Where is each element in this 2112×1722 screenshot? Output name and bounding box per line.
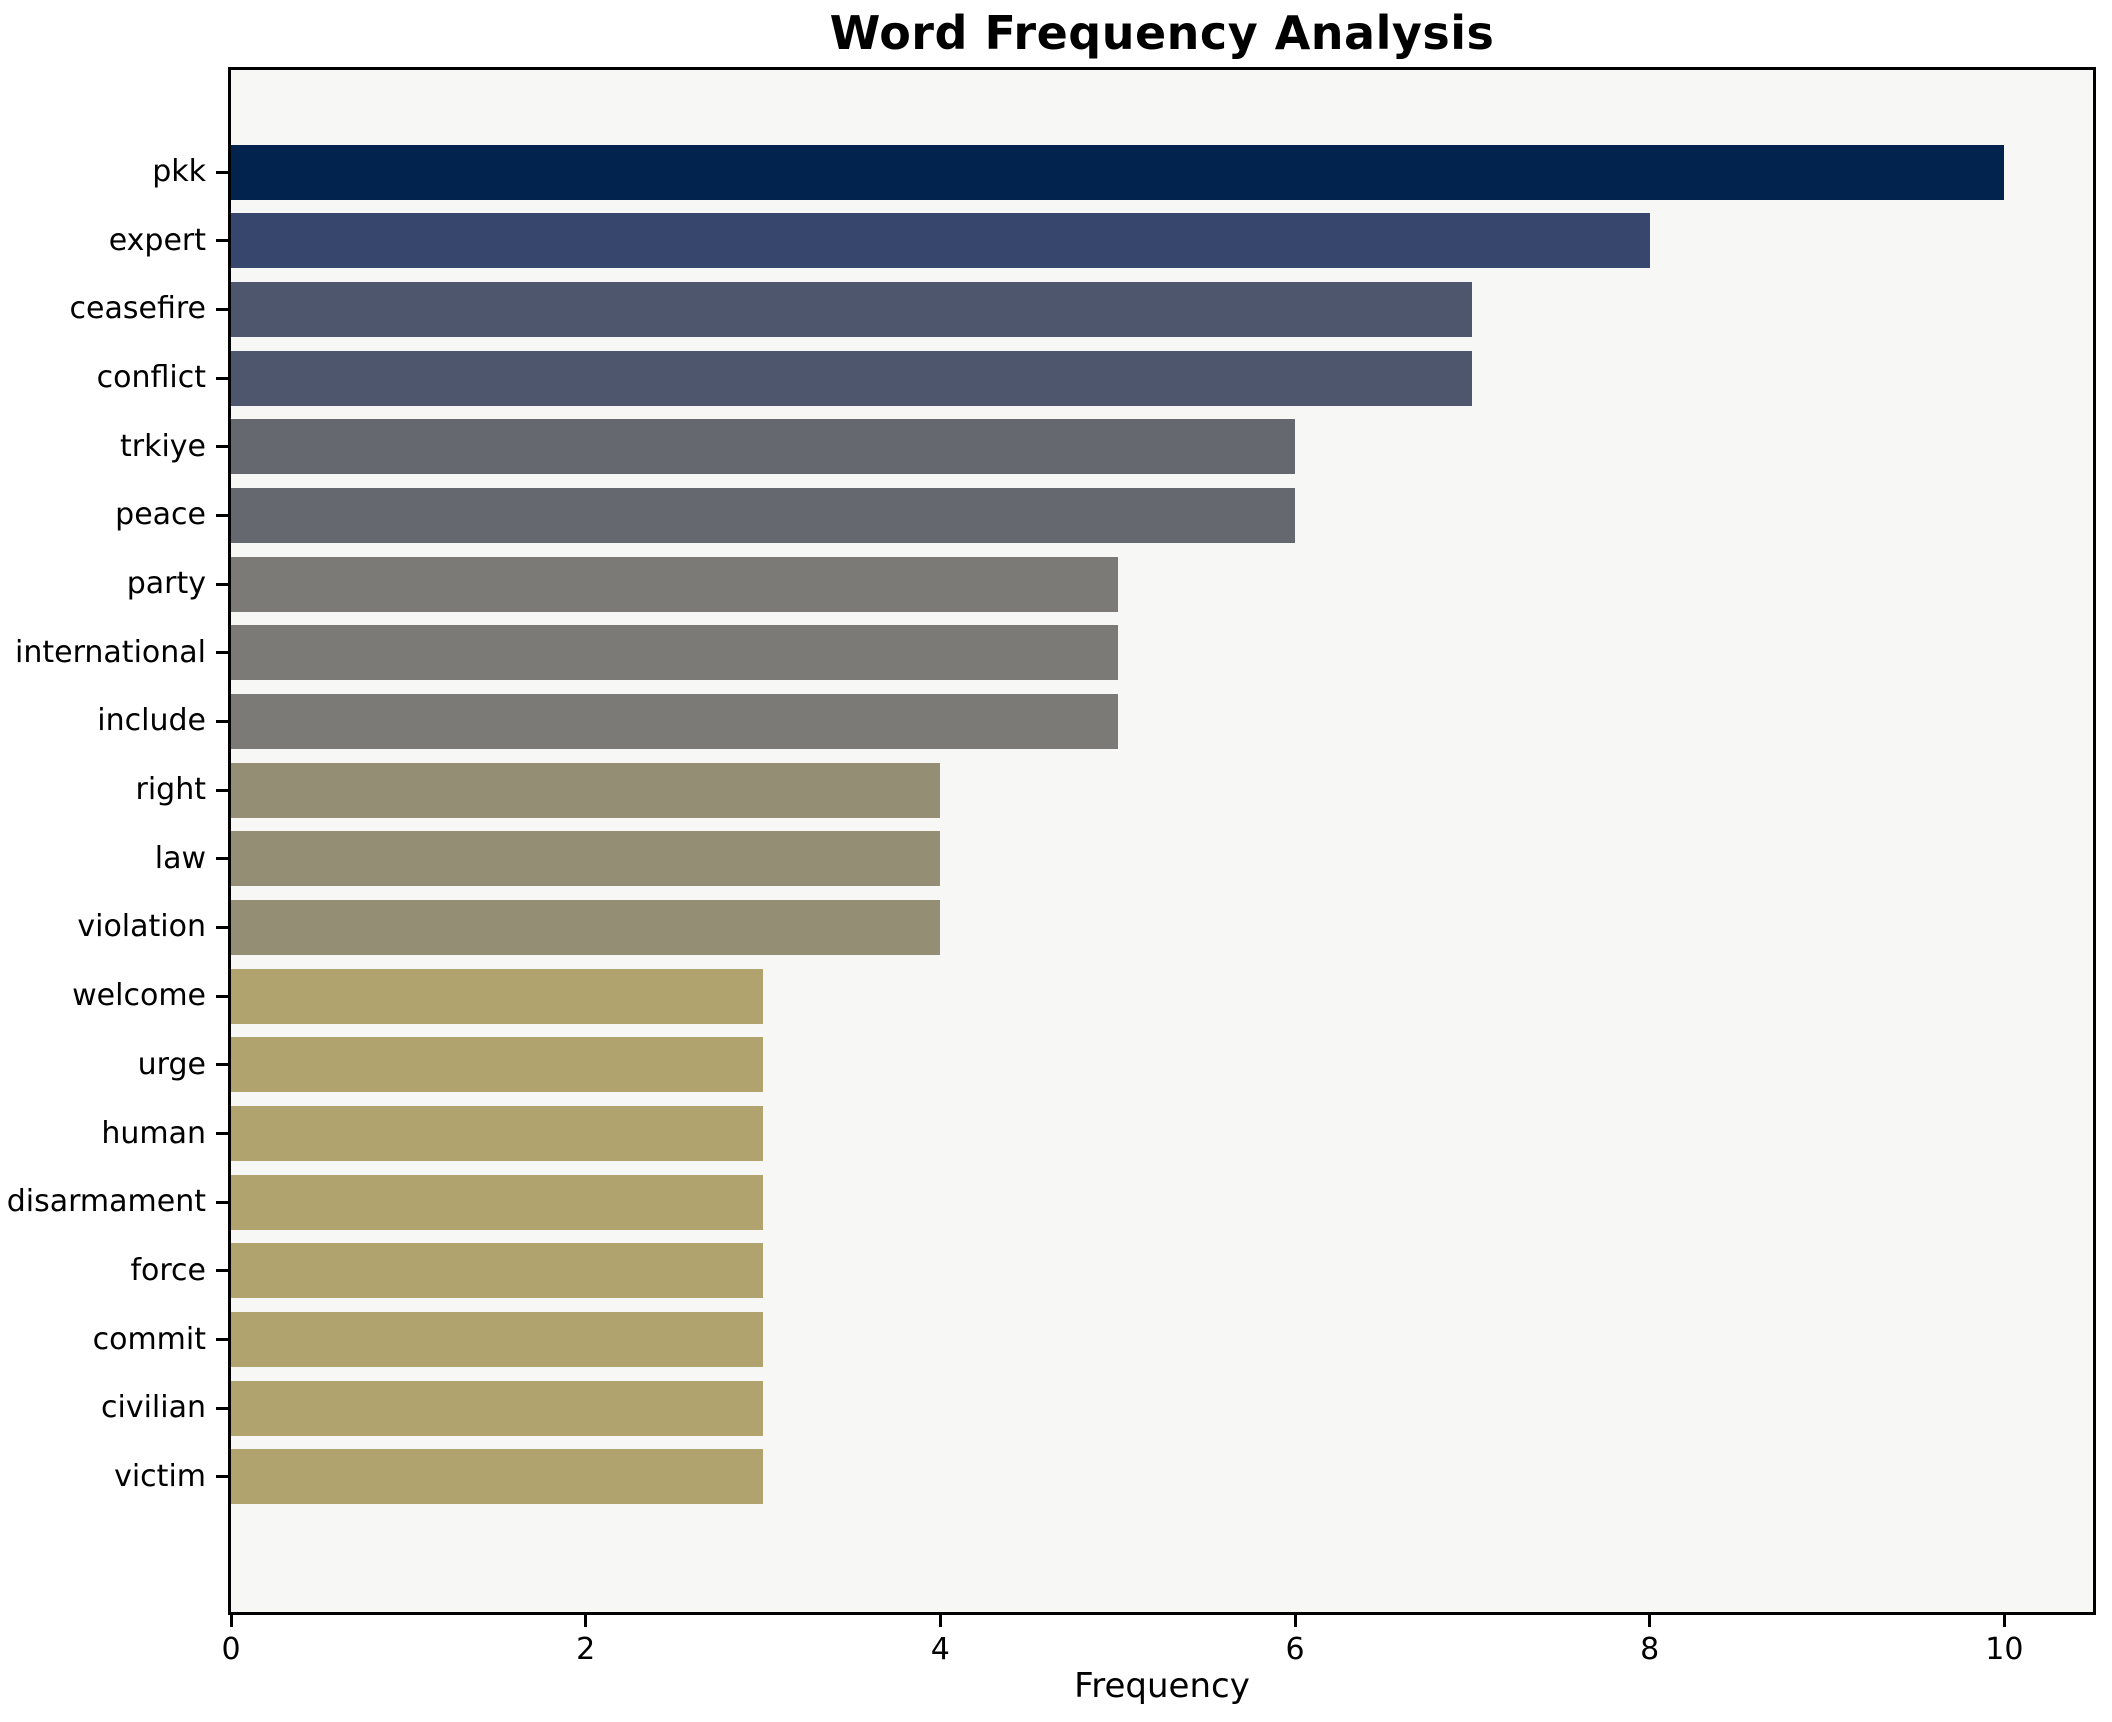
y-tick-label-violation: violation [77,909,206,945]
bar-disarmament [231,1174,763,1230]
bar-welcome [231,968,763,1024]
chart-title: Word Frequency Analysis [829,6,1495,60]
x-tick-mark [2002,1615,2006,1627]
x-tick-mark [1648,1615,1652,1627]
bar-human [231,1106,763,1162]
y-tick-mark [216,1406,228,1410]
y-tick-label-welcome: welcome [72,978,206,1014]
y-tick-mark [216,788,228,792]
x-tick-label-6: 6 [1285,1632,1305,1667]
x-tick-label-10: 10 [1985,1632,2024,1667]
y-tick-label-civilian: civilian [101,1390,206,1426]
x-tick-mark [229,1615,233,1627]
x-tick-label-8: 8 [1640,1632,1660,1667]
y-tick-mark [216,513,228,517]
y-tick-mark [216,307,228,311]
bar-ceasefire [231,281,1473,337]
x-tick-label-2: 2 [576,1632,596,1667]
y-tick-label-international: international [15,634,206,670]
y-tick-mark [216,1063,228,1067]
y-tick-label-law: law [154,840,206,876]
y-tick-label-trkiye: trkiye [119,428,206,464]
y-tick-label-human: human [101,1115,206,1151]
y-tick-label-commit: commit [92,1321,206,1357]
bar-victim [231,1449,763,1505]
y-tick-mark [216,376,228,380]
bar-party [231,556,1118,612]
y-tick-label-conflict: conflict [96,360,206,396]
x-tick-mark [938,1615,942,1627]
bar-peace [231,487,1295,543]
y-tick-label-expert: expert [108,222,206,258]
y-tick-mark [216,925,228,929]
bar-right [231,762,941,818]
bar-commit [231,1312,763,1368]
bar-international [231,625,1118,681]
x-tick-label-4: 4 [930,1632,950,1667]
bar-force [231,1243,763,1299]
x-axis-title: Frequency [1074,1666,1250,1706]
y-tick-label-party: party [126,566,206,602]
y-tick-mark [216,1200,228,1204]
y-tick-mark [216,651,228,655]
y-tick-mark [216,1475,228,1479]
bar-civilian [231,1380,763,1436]
y-tick-mark [216,445,228,449]
y-tick-label-victim: victim [114,1458,206,1494]
bar-urge [231,1037,763,1093]
y-tick-mark [216,170,228,174]
bar-law [231,831,941,887]
x-tick-mark [1293,1615,1297,1627]
x-tick-mark [584,1615,588,1627]
y-tick-label-peace: peace [115,497,206,533]
y-tick-label-force: force [130,1252,206,1288]
bar-expert [231,213,1650,269]
y-tick-label-ceasefire: ceasefire [69,291,206,327]
y-tick-label-include: include [97,703,206,739]
bar-pkk [231,144,2005,200]
y-tick-label-disarmament: disarmament [6,1184,206,1220]
y-tick-mark [216,239,228,243]
y-tick-mark [216,1132,228,1136]
bar-violation [231,899,941,955]
plot-area [228,67,2096,1615]
x-tick-label-0: 0 [221,1632,241,1667]
bar-include [231,693,1118,749]
y-tick-label-pkk: pkk [152,154,206,189]
y-tick-mark [216,857,228,861]
y-tick-mark [216,994,228,998]
y-tick-mark [216,1338,228,1342]
y-tick-mark [216,1269,228,1273]
y-tick-label-urge: urge [137,1046,206,1082]
y-tick-mark [216,719,228,723]
y-tick-mark [216,582,228,586]
bar-conflict [231,350,1473,406]
bar-trkiye [231,419,1295,475]
y-tick-label-right: right [135,772,207,808]
